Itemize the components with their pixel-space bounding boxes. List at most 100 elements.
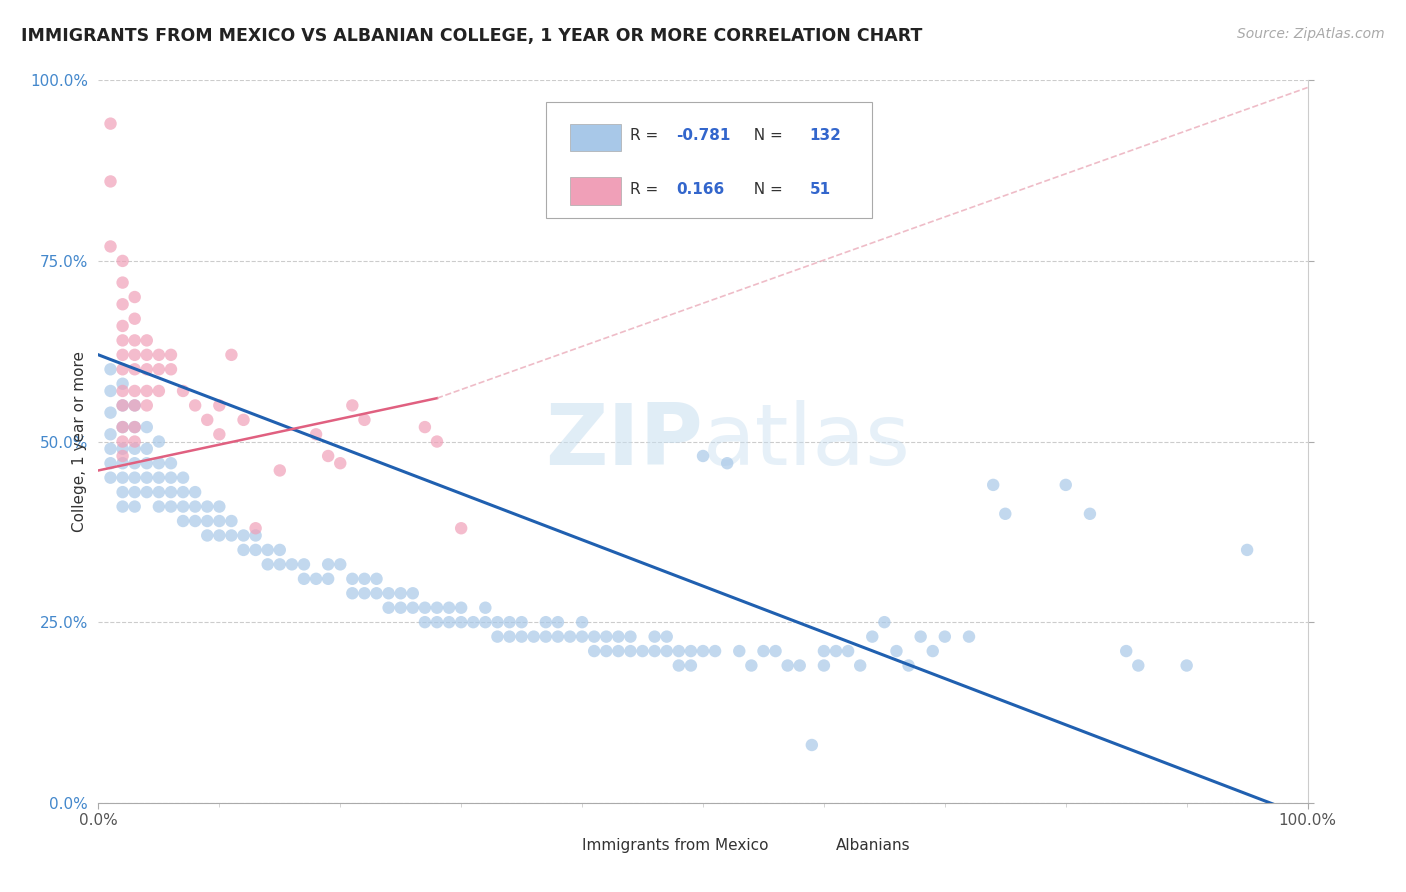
Point — [269, 542, 291, 557]
Point — [221, 528, 243, 542]
Point — [523, 630, 546, 644]
Point — [148, 434, 170, 449]
Point — [245, 542, 267, 557]
Point — [655, 644, 678, 658]
Point — [342, 572, 364, 586]
Point — [619, 630, 641, 644]
Point — [124, 290, 146, 304]
Point — [329, 456, 352, 470]
Point — [111, 420, 134, 434]
Point — [934, 630, 956, 644]
Point — [124, 485, 146, 500]
Point — [474, 615, 496, 630]
Point — [558, 630, 581, 644]
Point — [789, 658, 811, 673]
Point — [402, 600, 425, 615]
Point — [124, 500, 146, 514]
Point — [486, 630, 509, 644]
Point — [148, 500, 170, 514]
Point — [100, 406, 122, 420]
Point — [160, 500, 183, 514]
Point — [607, 630, 630, 644]
Point — [353, 413, 375, 427]
Point — [111, 398, 134, 412]
Point — [135, 398, 157, 412]
Point — [100, 427, 122, 442]
Point — [316, 558, 339, 572]
Point — [389, 586, 412, 600]
Point — [221, 514, 243, 528]
Point — [124, 348, 146, 362]
Point — [389, 600, 412, 615]
Point — [172, 500, 194, 514]
Point — [860, 630, 883, 644]
Point — [208, 500, 231, 514]
Point — [547, 630, 569, 644]
Point — [160, 470, 183, 484]
Point — [692, 644, 714, 658]
Point — [921, 644, 943, 658]
Point — [100, 362, 122, 376]
Point — [366, 586, 388, 600]
Point — [124, 334, 146, 348]
Point — [800, 738, 823, 752]
Point — [195, 413, 218, 427]
Point — [172, 514, 194, 528]
Point — [644, 644, 666, 658]
Point — [716, 456, 738, 470]
Point — [135, 362, 157, 376]
Point — [486, 615, 509, 630]
Point — [426, 434, 449, 449]
Point — [111, 420, 134, 434]
Point — [100, 442, 122, 456]
Point — [124, 470, 146, 484]
Point — [124, 384, 146, 398]
Text: R =: R = — [630, 182, 664, 197]
Point — [124, 398, 146, 412]
Point — [1078, 507, 1101, 521]
Point — [111, 362, 134, 376]
Point — [342, 398, 364, 412]
Point — [571, 615, 593, 630]
Point — [111, 318, 134, 333]
Point — [704, 644, 727, 658]
Point — [172, 485, 194, 500]
Point — [413, 600, 436, 615]
Point — [897, 658, 920, 673]
Point — [148, 485, 170, 500]
Point — [184, 500, 207, 514]
Text: 51: 51 — [810, 182, 831, 197]
Point — [208, 427, 231, 442]
Point — [111, 434, 134, 449]
Point — [342, 586, 364, 600]
Point — [135, 348, 157, 362]
Point — [135, 420, 157, 434]
FancyBboxPatch shape — [569, 178, 621, 204]
Point — [668, 644, 690, 658]
Point — [679, 658, 702, 673]
Point — [1175, 658, 1198, 673]
Point — [124, 420, 146, 434]
FancyBboxPatch shape — [531, 836, 575, 856]
Point — [377, 586, 399, 600]
Point — [111, 334, 134, 348]
Point — [100, 470, 122, 484]
Point — [498, 630, 520, 644]
Point — [111, 348, 134, 362]
Text: atlas: atlas — [703, 400, 911, 483]
Point — [849, 658, 872, 673]
Point — [184, 398, 207, 412]
Point — [111, 253, 134, 268]
Point — [100, 117, 122, 131]
Point — [679, 644, 702, 658]
Point — [232, 542, 254, 557]
Point — [111, 470, 134, 484]
Point — [994, 507, 1017, 521]
Point — [957, 630, 980, 644]
Point — [135, 442, 157, 456]
Point — [135, 456, 157, 470]
Point — [413, 615, 436, 630]
Point — [100, 174, 122, 188]
Point — [208, 398, 231, 412]
Point — [981, 478, 1004, 492]
